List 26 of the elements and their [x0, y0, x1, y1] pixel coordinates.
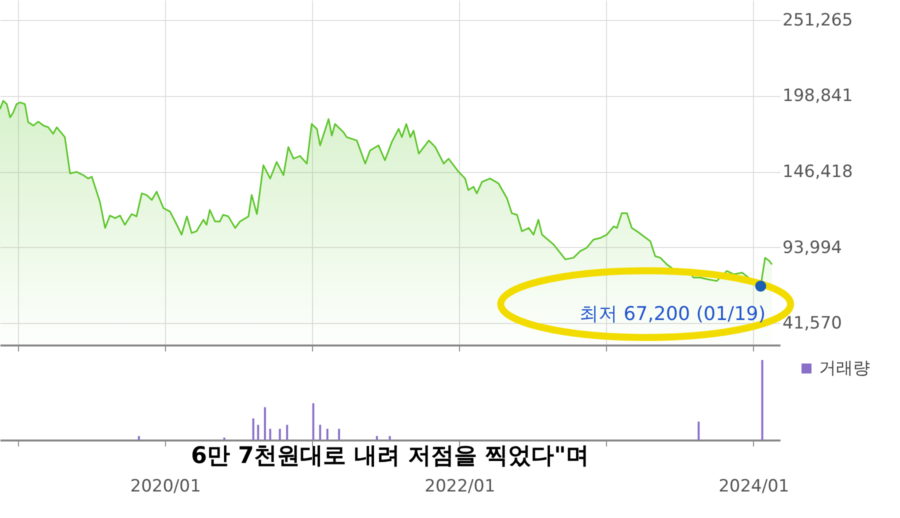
bar	[761, 360, 764, 440]
bar	[326, 428, 328, 440]
bar	[269, 428, 272, 440]
y-tick-label: 146,418	[782, 162, 853, 182]
bar	[138, 436, 140, 440]
bar	[286, 424, 288, 440]
y-tick-label: 198,841	[782, 86, 853, 106]
x-tick-label: 2024/01	[718, 476, 790, 496]
annotation: 최저 67,200 (01/19)	[580, 303, 766, 326]
bar	[257, 424, 260, 440]
bar	[319, 424, 322, 440]
bar	[376, 436, 378, 440]
bar	[252, 418, 254, 440]
bar	[278, 428, 281, 440]
x-tick-label: 2022/01	[424, 476, 496, 496]
bar	[338, 428, 340, 440]
bar	[264, 407, 266, 440]
y-tick-label: 41,570	[782, 314, 842, 334]
legend-label: 거래량	[819, 358, 870, 378]
bar	[388, 436, 391, 440]
text: 6만 7천원대로 내려 저점을 찍었다"며	[190, 443, 590, 469]
y-tick-label: 251,265	[782, 10, 853, 30]
x-tick-label: 2020/01	[130, 476, 201, 496]
y-tick-label: 93,994	[782, 238, 842, 258]
bar	[312, 403, 314, 440]
bar	[698, 422, 700, 440]
